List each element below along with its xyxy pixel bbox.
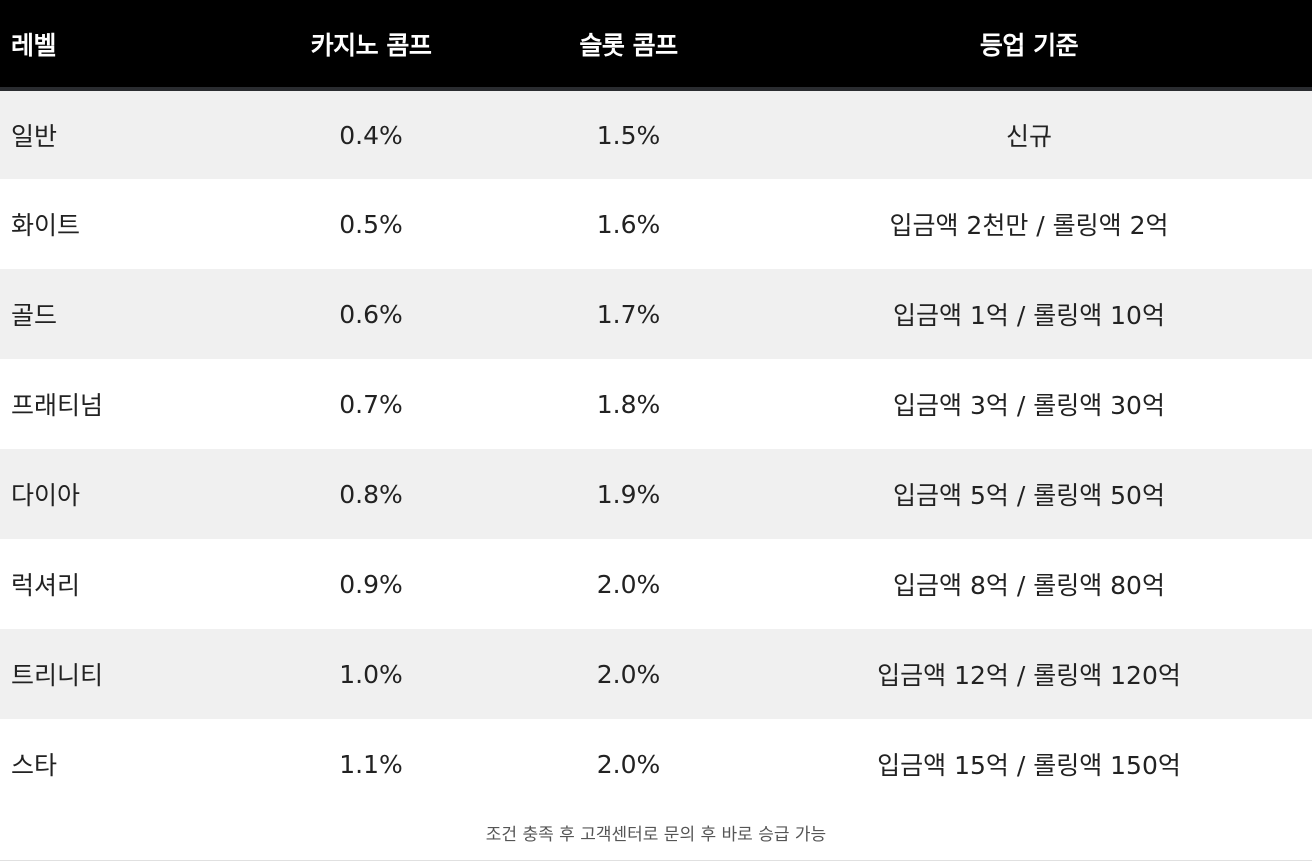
cell-level: 화이트 bbox=[11, 211, 81, 240]
cell-criteria: 입금액 15억 / 롤링액 150억 bbox=[877, 751, 1181, 780]
table-row: 일반 0.4% 1.5% 신규 bbox=[0, 89, 1312, 179]
cell-level: 스타 bbox=[11, 751, 58, 780]
cell-casino-comp: 0.9% bbox=[339, 569, 403, 599]
cell-casino-comp: 0.4% bbox=[339, 120, 403, 150]
cell-criteria: 입금액 1억 / 롤링액 10억 bbox=[893, 301, 1165, 330]
cell-casino-comp: 0.7% bbox=[339, 389, 403, 419]
table-row: 트리니티 1.0% 2.0% 입금액 12억 / 롤링액 120억 bbox=[0, 629, 1312, 719]
cell-criteria: 입금액 3억 / 롤링액 30억 bbox=[893, 391, 1165, 420]
cell-casino-comp: 0.5% bbox=[339, 209, 403, 239]
comp-level-table: 레벨 카지노 콤프 슬롯 콤프 등업 기준 일반 0.4% 1.5% 신규 화이… bbox=[0, 0, 1312, 809]
table-row: 프래티넘 0.7% 1.8% 입금액 3억 / 롤링액 30억 bbox=[0, 359, 1312, 449]
cell-casino-comp: 0.6% bbox=[339, 299, 403, 329]
cell-level: 골드 bbox=[11, 301, 58, 330]
cell-slot-comp: 1.9% bbox=[596, 479, 661, 509]
cell-criteria: 입금액 8억 / 롤링액 80억 bbox=[893, 571, 1165, 600]
header-upgrade-criteria: 등업 기준 bbox=[979, 30, 1079, 60]
cell-level: 다이아 bbox=[11, 481, 81, 510]
cell-criteria: 입금액 12억 / 롤링액 120억 bbox=[877, 661, 1181, 690]
header-level: 레벨 bbox=[11, 30, 57, 60]
table-header: 레벨 카지노 콤프 슬롯 콤프 등업 기준 bbox=[0, 0, 1312, 89]
table-row: 다이아 0.8% 1.9% 입금액 5억 / 롤링액 50억 bbox=[0, 449, 1312, 539]
cell-casino-comp: 1.1% bbox=[339, 749, 403, 779]
table-row: 럭셔리 0.9% 2.0% 입금액 8억 / 롤링액 80억 bbox=[0, 539, 1312, 629]
cell-criteria: 신규 bbox=[1005, 122, 1052, 151]
cell-slot-comp: 2.0% bbox=[596, 749, 661, 779]
cell-slot-comp: 2.0% bbox=[596, 659, 661, 689]
upgrade-footnote: 조건 충족 후 고객센터로 문의 후 바로 승급 가능 bbox=[0, 809, 1312, 861]
cell-level: 일반 bbox=[11, 122, 58, 151]
table-row: 스타 1.1% 2.0% 입금액 15억 / 롤링액 150억 bbox=[0, 719, 1312, 809]
table-row: 골드 0.6% 1.7% 입금액 1억 / 롤링액 10억 bbox=[0, 269, 1312, 359]
cell-slot-comp: 1.6% bbox=[596, 209, 661, 239]
cell-slot-comp: 2.0% bbox=[596, 569, 661, 599]
cell-slot-comp: 1.7% bbox=[596, 299, 661, 329]
cell-casino-comp: 1.0% bbox=[339, 659, 403, 689]
cell-level: 트리니티 bbox=[11, 661, 104, 690]
cell-casino-comp: 0.8% bbox=[339, 479, 403, 509]
cell-slot-comp: 1.5% bbox=[596, 120, 661, 150]
table-row: 화이트 0.5% 1.6% 입금액 2천만 / 롤링액 2억 bbox=[0, 179, 1312, 269]
cell-level: 프래티넘 bbox=[11, 391, 104, 420]
cell-level: 럭셔리 bbox=[11, 571, 81, 600]
cell-slot-comp: 1.8% bbox=[596, 389, 661, 419]
cell-criteria: 입금액 5억 / 롤링액 50억 bbox=[893, 481, 1165, 510]
header-slot-comp: 슬롯 콤프 bbox=[579, 30, 678, 60]
header-casino-comp: 카지노 콤프 bbox=[310, 30, 432, 60]
cell-criteria: 입금액 2천만 / 롤링액 2억 bbox=[889, 211, 1169, 240]
